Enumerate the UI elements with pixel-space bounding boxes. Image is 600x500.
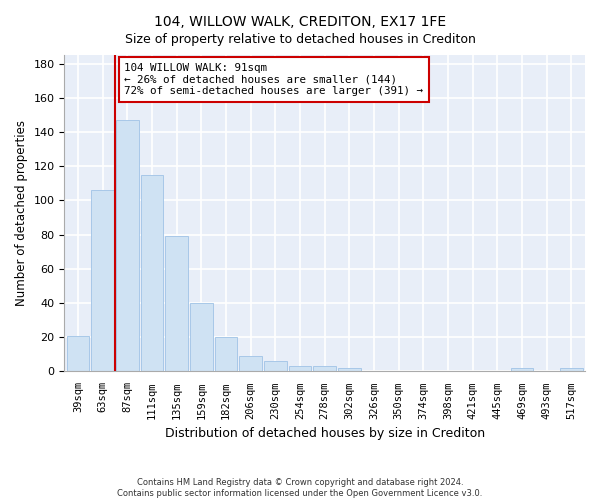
Bar — [91, 190, 114, 372]
X-axis label: Distribution of detached houses by size in Crediton: Distribution of detached houses by size … — [164, 427, 485, 440]
Text: Contains HM Land Registry data © Crown copyright and database right 2024.
Contai: Contains HM Land Registry data © Crown c… — [118, 478, 482, 498]
Bar — [190, 303, 212, 372]
Bar — [289, 366, 311, 372]
Bar — [166, 236, 188, 372]
Text: 104 WILLOW WALK: 91sqm
← 26% of detached houses are smaller (144)
72% of semi-de: 104 WILLOW WALK: 91sqm ← 26% of detached… — [124, 63, 423, 96]
Bar — [560, 368, 583, 372]
Bar — [67, 336, 89, 372]
Bar — [116, 120, 139, 372]
Text: Size of property relative to detached houses in Crediton: Size of property relative to detached ho… — [125, 32, 475, 46]
Bar — [264, 361, 287, 372]
Bar — [239, 356, 262, 372]
Bar — [215, 337, 238, 372]
Bar — [140, 174, 163, 372]
Bar — [338, 368, 361, 372]
Y-axis label: Number of detached properties: Number of detached properties — [15, 120, 28, 306]
Bar — [313, 366, 336, 372]
Bar — [511, 368, 533, 372]
Text: 104, WILLOW WALK, CREDITON, EX17 1FE: 104, WILLOW WALK, CREDITON, EX17 1FE — [154, 15, 446, 29]
